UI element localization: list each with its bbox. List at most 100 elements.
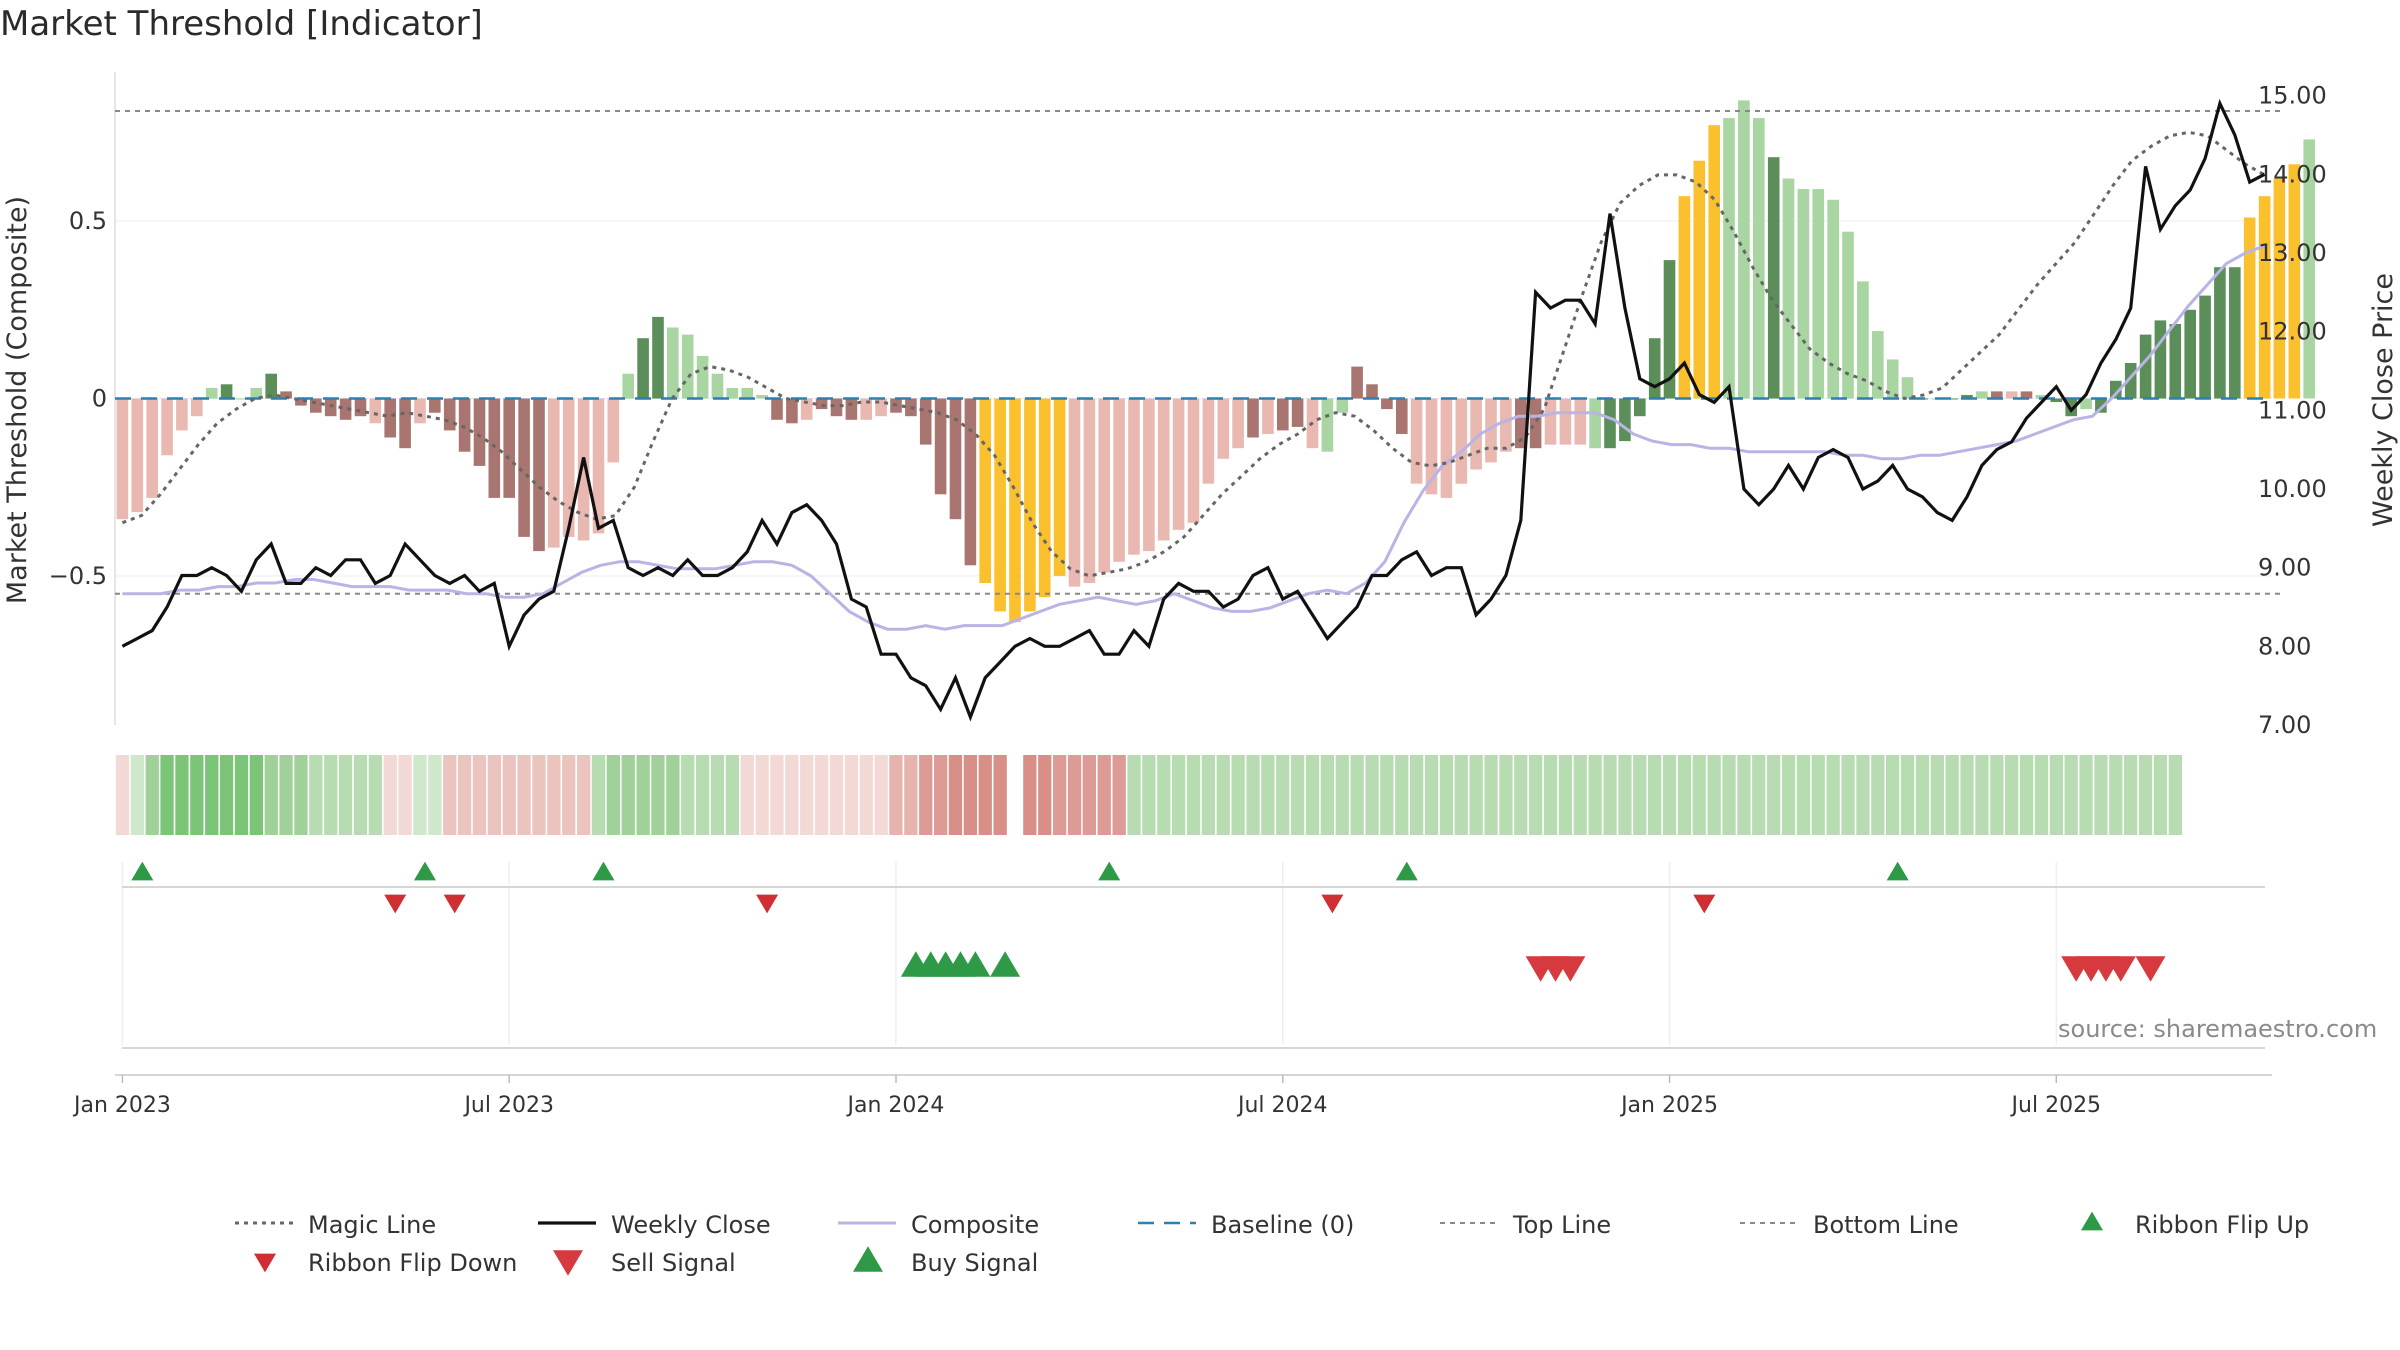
composite-bar xyxy=(1172,398,1185,530)
composite-bar xyxy=(220,384,233,399)
composite-bar xyxy=(1500,398,1512,452)
ribbon-cell xyxy=(755,755,769,835)
composite-bar xyxy=(1842,231,1854,399)
ribbon-cell xyxy=(889,755,903,835)
ribbon-cell xyxy=(547,755,561,835)
ribbon-cell xyxy=(2005,755,2019,835)
x-tick-label: Jul 2023 xyxy=(462,1093,554,1118)
ribbon-cell xyxy=(681,755,695,835)
composite-bar xyxy=(2243,217,2256,399)
ribbon-cell xyxy=(1097,755,1111,835)
composite-bar xyxy=(2303,139,2315,399)
ribbon-cell xyxy=(1350,755,1364,835)
ribbon-cell xyxy=(309,755,323,835)
composite-bar xyxy=(681,334,694,399)
ribbon-cell xyxy=(1588,755,1602,835)
ribbon-cell xyxy=(130,755,144,835)
composite-bar xyxy=(1589,398,1601,449)
composite-bar xyxy=(354,398,367,417)
composite-bar xyxy=(2080,398,2092,410)
composite-bar xyxy=(2169,324,2182,399)
ribbon-cell xyxy=(1157,755,1171,835)
ribbon-cell xyxy=(145,755,159,835)
composite-bar xyxy=(1351,366,1363,399)
legend-label: Bottom Line xyxy=(1813,1211,1959,1239)
ribbon-cell xyxy=(978,755,992,835)
ribbon-cell xyxy=(368,755,382,835)
composite-bar xyxy=(1827,199,1839,399)
composite-bar xyxy=(2050,398,2063,402)
ribbon-cell xyxy=(696,755,710,835)
composite-bar xyxy=(949,398,962,520)
composite-bar xyxy=(711,373,724,399)
x-tick-label: Jul 2024 xyxy=(1236,1093,1328,1118)
composite-bar xyxy=(443,398,456,431)
composite-bar xyxy=(577,398,590,541)
ribbon-cell xyxy=(1082,755,1096,835)
composite-bar xyxy=(369,398,382,424)
composite-bar xyxy=(1529,398,1542,449)
composite-bar xyxy=(607,398,620,463)
ribbon-cell xyxy=(1677,755,1692,835)
ribbon-cell xyxy=(338,755,353,835)
legend-label: Ribbon Flip Up xyxy=(2135,1211,2309,1239)
ribbon-cell xyxy=(1633,755,1647,835)
composite-line xyxy=(122,244,2266,631)
composite-bar xyxy=(1559,398,1572,445)
ribbon-cell xyxy=(740,755,754,835)
composite-bar xyxy=(1247,398,1259,438)
composite-bar xyxy=(1202,398,1215,484)
ribbon-cell xyxy=(844,755,858,835)
composite-bar xyxy=(176,398,188,431)
ribbon-cell xyxy=(160,755,174,835)
composite-bar xyxy=(771,398,783,420)
ribbon-flip-up-marker xyxy=(413,861,436,881)
legend-label: Sell Signal xyxy=(611,1249,736,1277)
composite-bar xyxy=(592,398,605,534)
composite-bar xyxy=(2214,267,2226,399)
composite-bar xyxy=(1157,398,1170,541)
ribbon-cell xyxy=(1781,755,1796,835)
ribbon-cell xyxy=(1662,755,1677,835)
buy-signal-marker xyxy=(990,951,1021,977)
ribbon-cell xyxy=(1246,755,1260,835)
y-tick-left: 0 xyxy=(92,385,107,413)
composite-bar xyxy=(2095,398,2107,413)
ribbon-flip-down-marker xyxy=(443,894,466,914)
ribbon-cell xyxy=(2079,755,2093,835)
composite-bar xyxy=(2035,395,2048,399)
composite-bar xyxy=(324,398,337,417)
composite-bar xyxy=(1321,398,1334,452)
legend-swatch-ribbon-flip-up xyxy=(2081,1211,2103,1231)
y-tick-right: 9.00 xyxy=(2258,554,2311,582)
ribbon-cell xyxy=(1573,755,1587,835)
ribbon-cell xyxy=(413,755,427,835)
composite-bar xyxy=(1038,398,1051,598)
x-tick-label: Jan 2025 xyxy=(1619,1093,1718,1118)
ribbon-cell xyxy=(205,755,219,835)
chart-title: Market Threshold [Indicator] xyxy=(0,4,483,44)
ribbon-cell xyxy=(606,755,620,835)
composite-bar xyxy=(384,398,396,438)
ribbon-cell xyxy=(1395,755,1409,835)
ribbon-cell xyxy=(115,755,130,835)
ribbon-cell xyxy=(1990,755,2004,835)
composite-bar xyxy=(310,398,322,413)
ribbon-cell xyxy=(1053,755,1067,835)
composite-bar xyxy=(2139,334,2152,399)
composite-bar xyxy=(458,398,471,452)
ribbon-cell xyxy=(1796,755,1811,835)
composite-bar xyxy=(726,387,739,399)
composite-bar xyxy=(414,398,426,424)
ribbon-cell xyxy=(1737,755,1751,835)
composite-bar xyxy=(339,398,352,420)
ribbon-cell xyxy=(2124,755,2138,835)
ribbon-cell xyxy=(279,755,293,835)
composite-bar xyxy=(1708,125,1720,399)
ribbon-cell xyxy=(2094,755,2108,835)
legend-label: Baseline (0) xyxy=(1211,1211,1354,1239)
ribbon-cell xyxy=(636,755,650,835)
ribbon-cell xyxy=(398,755,412,835)
ribbon-cell xyxy=(249,755,263,835)
ribbon-cell xyxy=(383,755,397,835)
